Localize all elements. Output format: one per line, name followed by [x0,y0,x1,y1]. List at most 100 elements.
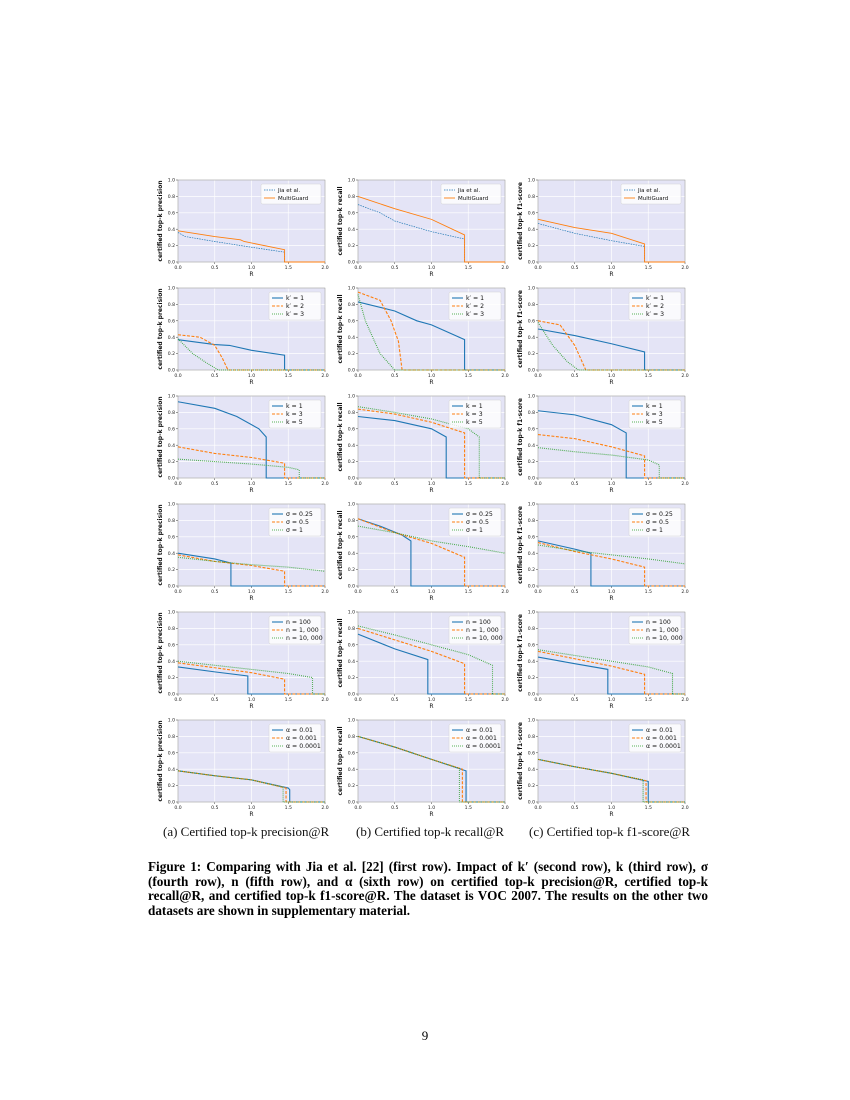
x-tick-label: 1.5 [465,373,472,379]
legend-box [448,723,502,753]
x-tick-label: 1.5 [285,265,292,271]
x-tick-label: 0.0 [534,265,541,271]
series-line-2 [537,650,685,695]
x-tick-label: 0.5 [571,805,578,811]
y-tick-label: 0.0 [348,800,355,806]
x-tick-label: 1.5 [285,805,292,811]
series-line-1 [537,656,685,695]
x-axis-label: R [609,595,613,602]
series-line-2 [357,408,505,479]
x-tick-label: 0.0 [354,697,361,703]
y-tick-label: 0.4 [168,443,175,449]
y-tick-label: 0.2 [528,459,535,465]
plot-frame [357,395,506,479]
series-line-3 [177,458,325,479]
series-line-1 [537,410,685,479]
x-tick-label: 2.0 [681,589,688,595]
y-tick-label: 0.8 [348,194,355,200]
y-tick-label: 0.4 [168,335,175,341]
x-tick-label: 2.0 [321,265,328,271]
x-axis-label: R [609,811,613,818]
subcaption-c: (c) Certified top-k f1-score@R [529,824,691,839]
legend-box [620,183,682,205]
chart-svg: 0.0 0.5 1.0 1.5 2.00.00.20.40.60.81.0Rcertif… [337,610,509,710]
y-tick-label: 0.0 [528,800,535,806]
x-tick-label: 2.0 [321,697,328,703]
x-tick-label: 0.5 [211,697,218,703]
chart-svg: 0.0 0.5 1.0 1.5 2.00.00.20.40.60.81.0Rcertif… [337,178,509,278]
y-tick-label: 1.0 [528,286,535,292]
legend-label: σ = 0.5 [646,519,669,526]
x-tick-label: 1.5 [645,265,652,271]
y-tick-label: 1.0 [348,178,355,184]
y-tick-label: 0.2 [528,351,535,357]
y-tick-label: 0.8 [528,410,535,416]
chart-svg: 0.0 0.5 1.0 1.5 2.00.00.20.40.60.81.0Rcertif… [337,286,509,386]
chart-svg: 0.0 0.5 1.0 1.5 2.00.00.20.40.60.81.0Rcertif… [157,718,329,818]
y-tick-label: 0.2 [528,675,535,681]
y-tick-label: 1.0 [348,502,355,508]
x-tick-label: 1.0 [248,589,255,595]
y-tick-label: 0.4 [528,443,535,449]
series-line-2 [537,542,685,587]
legend-label: MultiGuard [458,196,488,202]
x-tick-label: 2.0 [501,373,508,379]
y-tick-label: 0.4 [168,227,175,233]
y-tick-label: 0.4 [528,767,535,773]
x-axis-label: R [429,379,433,386]
chart-svg: 0.0 0.5 1.0 1.5 2.00.00.20.40.60.81.0Rcertif… [157,394,329,494]
y-tick-label: 0.6 [348,642,355,648]
subcaption-a: (a) Certified top-k precision@R [163,824,330,839]
y-tick-label: 1.0 [348,610,355,616]
legend-label: σ = 0.5 [286,519,309,526]
x-tick-label: 1.0 [248,697,255,703]
y-axis-label: certified top-k recall [337,726,344,795]
y-tick-label: 0.2 [528,567,535,573]
x-tick-label: 1.0 [608,805,615,811]
legend-label: k′ = 1 [646,295,664,302]
x-tick-label: 0.0 [534,697,541,703]
y-tick-label: 1.0 [168,286,175,292]
series-line-1 [177,666,325,695]
series-line-1 [177,401,325,479]
x-tick-label: 0.5 [211,373,218,379]
y-tick-label: 0.6 [168,642,175,648]
y-tick-label: 0.6 [168,426,175,432]
y-tick-label: 0.0 [348,692,355,698]
y-tick-label: 0.2 [348,459,355,465]
legend-label: k = 3 [646,411,663,418]
x-tick-label: 0.5 [211,481,218,487]
y-tick-label: 0.2 [348,243,355,249]
y-tick-label: 0.2 [168,243,175,249]
legend-label: σ = 0.25 [646,511,673,518]
legend-box [628,507,682,537]
x-tick-label: 1.0 [248,805,255,811]
y-tick-label: 0.2 [168,675,175,681]
legend-label: n = 100 [466,619,491,626]
x-axis-label: R [429,271,433,278]
x-tick-label: 2.0 [501,589,508,595]
series-line-2 [357,195,505,263]
y-tick-label: 0.4 [348,551,355,557]
y-tick-label: 0.6 [348,426,355,432]
y-tick-label: 1.0 [528,610,535,616]
legend-label: n = 1, 000 [646,627,679,634]
x-axis-label: R [249,811,253,818]
x-tick-label: 2.0 [321,373,328,379]
y-tick-label: 0.4 [528,227,535,233]
series-line-1 [357,415,505,479]
y-tick-label: 0.4 [528,551,535,557]
y-tick-label: 0.6 [528,318,535,324]
x-tick-label: 2.0 [681,697,688,703]
legend-box [448,615,502,645]
legend-label: n = 10, 000 [286,635,323,642]
x-tick-label: 0.5 [391,697,398,703]
x-tick-label: 0.5 [571,373,578,379]
legend-box [268,615,322,645]
legend-label: α = 0.001 [466,735,497,742]
y-tick-label: 0.0 [168,476,175,482]
y-tick-label: 0.0 [528,476,535,482]
y-tick-label: 0.0 [348,260,355,266]
